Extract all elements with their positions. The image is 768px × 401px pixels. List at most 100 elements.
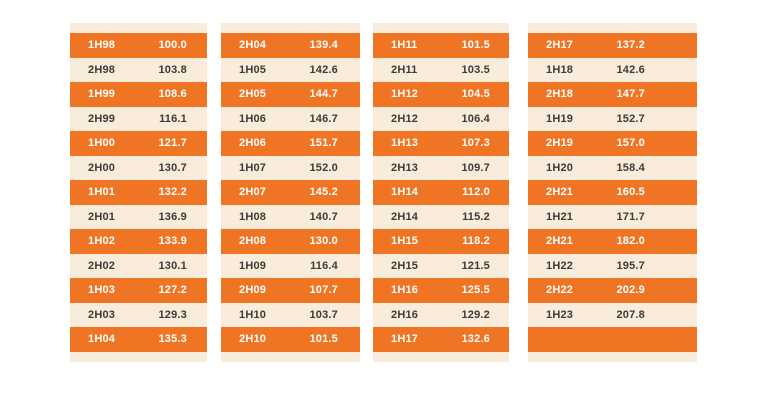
period-label: 2H08 — [239, 235, 267, 248]
index-value: 146.7 — [309, 112, 338, 125]
period-label: 1H13 — [391, 137, 419, 150]
index-value: 135.3 — [158, 333, 187, 346]
period-label: 1H00 — [88, 137, 116, 150]
period-label: 2H05 — [239, 88, 267, 101]
period-label: 2H01 — [88, 210, 116, 223]
index-value: 137.2 — [616, 39, 645, 52]
index-value: 132.2 — [158, 186, 187, 199]
table-row: 2H09 107.7 — [221, 278, 360, 303]
index-value: 103.7 — [309, 308, 338, 321]
index-value: 139.4 — [309, 39, 338, 52]
period-label: 2H22 — [546, 284, 574, 297]
index-value: 151.7 — [309, 137, 338, 150]
period-label: 1H04 — [88, 333, 116, 346]
period-label: 2H18 — [546, 88, 574, 101]
table-row: 1H23 207.8 — [528, 303, 697, 328]
table-panel-1: 1H98 100.0 2H98 103.8 1H99 108.6 2H99 116.1 1H00… — [70, 23, 207, 362]
index-value: 109.7 — [461, 161, 490, 174]
period-label: 1H17 — [391, 333, 419, 346]
table-row: 1H15 118.2 — [373, 229, 509, 254]
period-label: 1H14 — [391, 186, 419, 199]
table-row: 1H19 152.7 — [528, 107, 697, 132]
index-value: 121.5 — [461, 259, 490, 272]
period-label: 1H12 — [391, 88, 419, 101]
index-value: 103.8 — [158, 63, 187, 76]
period-label: 2H19 — [546, 137, 574, 150]
table-panel-2: 2H04 139.4 1H05 142.6 2H05 144.7 1H06 146.7 2H06… — [221, 23, 360, 362]
index-value: 152.7 — [616, 112, 645, 125]
period-label: 2H10 — [239, 333, 267, 346]
period-label: 1H99 — [88, 88, 116, 101]
index-value: 142.6 — [309, 63, 338, 76]
period-label: 1H05 — [239, 63, 267, 76]
table-row: 2H01 136.9 — [70, 205, 207, 230]
index-value: 202.9 — [616, 284, 645, 297]
table-row: 1H12 104.5 — [373, 82, 509, 107]
index-value: 158.4 — [616, 161, 645, 174]
index-value: 107.7 — [309, 284, 338, 297]
table-row: 1H08 140.7 — [221, 205, 360, 230]
index-value: 129.2 — [461, 308, 490, 321]
period-label: 1H08 — [239, 210, 267, 223]
table-row: 2H21 160.5 — [528, 180, 697, 205]
table-row — [528, 327, 697, 352]
index-value: 136.9 — [158, 210, 187, 223]
index-value: 121.7 — [158, 137, 187, 150]
period-label: 1H98 — [88, 39, 116, 52]
table-row: 1H06 146.7 — [221, 107, 360, 132]
index-value: 142.6 — [616, 63, 645, 76]
table-row: 1H22 195.7 — [528, 254, 697, 279]
table-row: 2H06 151.7 — [221, 131, 360, 156]
table-row: 2H22 202.9 — [528, 278, 697, 303]
table-row: 1H16 125.5 — [373, 278, 509, 303]
table-row: 2H11 103.5 — [373, 58, 509, 83]
index-value: 115.2 — [462, 210, 490, 223]
index-value: 101.5 — [309, 333, 338, 346]
period-label: 1H15 — [391, 235, 419, 248]
table-row: 1H07 152.0 — [221, 156, 360, 181]
index-value: 195.7 — [616, 259, 645, 272]
index-value: 130.7 — [158, 161, 187, 174]
period-label: 1H10 — [239, 308, 267, 321]
period-label: 1H20 — [546, 161, 574, 174]
period-label: 1H21 — [546, 210, 574, 223]
period-label: 2H21 — [546, 235, 574, 248]
table-row: 2H00 130.7 — [70, 156, 207, 181]
period-label: 2H09 — [239, 284, 267, 297]
index-value: 145.2 — [309, 186, 338, 199]
table-row: 2H03 129.3 — [70, 303, 207, 328]
period-label: 2H06 — [239, 137, 267, 150]
period-label: 1H06 — [239, 112, 267, 125]
table-row: 1H00 121.7 — [70, 131, 207, 156]
index-value: 132.6 — [461, 333, 490, 346]
index-value: 127.2 — [158, 284, 187, 297]
index-value: 100.0 — [158, 39, 187, 52]
table-row: 1H14 112.0 — [373, 180, 509, 205]
period-label: 2H03 — [88, 308, 116, 321]
table-row: 1H10 103.7 — [221, 303, 360, 328]
index-value: 157.0 — [616, 137, 645, 150]
table-row: 1H09 116.4 — [221, 254, 360, 279]
table-row: 2H99 116.1 — [70, 107, 207, 132]
index-value: 108.6 — [158, 88, 187, 101]
table-row: 2H08 130.0 — [221, 229, 360, 254]
table-row: 1H04 135.3 — [70, 327, 207, 352]
period-label: 1H02 — [88, 235, 116, 248]
table-panel-4: 2H17 137.2 1H18 142.6 2H18 147.7 1H19 152.7 2H19… — [528, 23, 697, 362]
period-label: 2H02 — [88, 259, 116, 272]
index-value: 101.5 — [461, 39, 490, 52]
table-row: 2H10 101.5 — [221, 327, 360, 352]
period-label: 1H23 — [546, 308, 574, 321]
period-label: 1H19 — [546, 112, 574, 125]
index-value: 130.0 — [309, 235, 338, 248]
index-value: 107.3 — [461, 137, 490, 150]
table-panel-3: 1H11 101.5 2H11 103.5 1H12 104.5 2H12 106.4 1H13… — [373, 23, 509, 362]
table-row: 2H07 145.2 — [221, 180, 360, 205]
period-label: 1H07 — [239, 161, 267, 174]
index-value: 104.5 — [461, 88, 490, 101]
period-label: 2H17 — [546, 39, 574, 52]
period-label: 1H09 — [239, 259, 267, 272]
index-value: 129.3 — [158, 308, 187, 321]
index-value: 118.2 — [462, 235, 490, 248]
period-label: 1H18 — [546, 63, 574, 76]
